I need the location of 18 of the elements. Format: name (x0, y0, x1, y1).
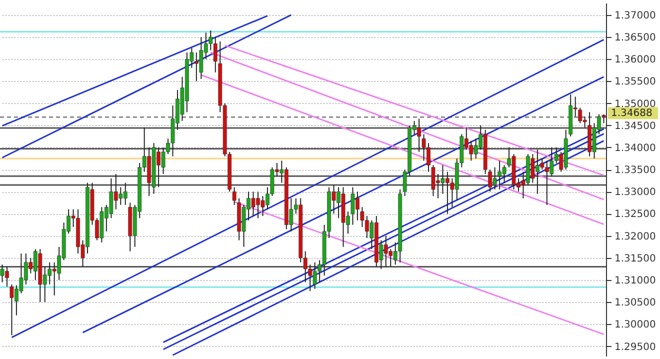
y-tick-label: 1.34000 (614, 142, 656, 154)
y-tick-label: 1.33500 (614, 165, 656, 176)
y-tick-label: 1.37000 (614, 10, 656, 22)
y-tick-label: 1.29500 (614, 342, 656, 353)
ref-line-label: 1.34688 (611, 108, 652, 120)
y-tick-label: 1.36000 (614, 54, 656, 66)
y-tick-label: 1.30000 (614, 320, 656, 331)
y-tick-label: 1.30500 (614, 298, 656, 309)
y-tick-label: 1.35500 (614, 76, 656, 88)
y-tick-label: 1.31500 (614, 253, 656, 264)
y-tick-label: 1.31000 (614, 276, 656, 287)
y-tick-label: 1.34500 (614, 120, 656, 132)
y-tick-label: 1.36500 (614, 32, 656, 44)
y-tick-label: 1.32000 (614, 231, 656, 242)
candlestick (232, 186, 236, 206)
y-tick-label: 1.32500 (614, 209, 656, 220)
y-tick-label: 1.33000 (614, 187, 656, 198)
y-tick-label: 1.35000 (614, 98, 656, 110)
